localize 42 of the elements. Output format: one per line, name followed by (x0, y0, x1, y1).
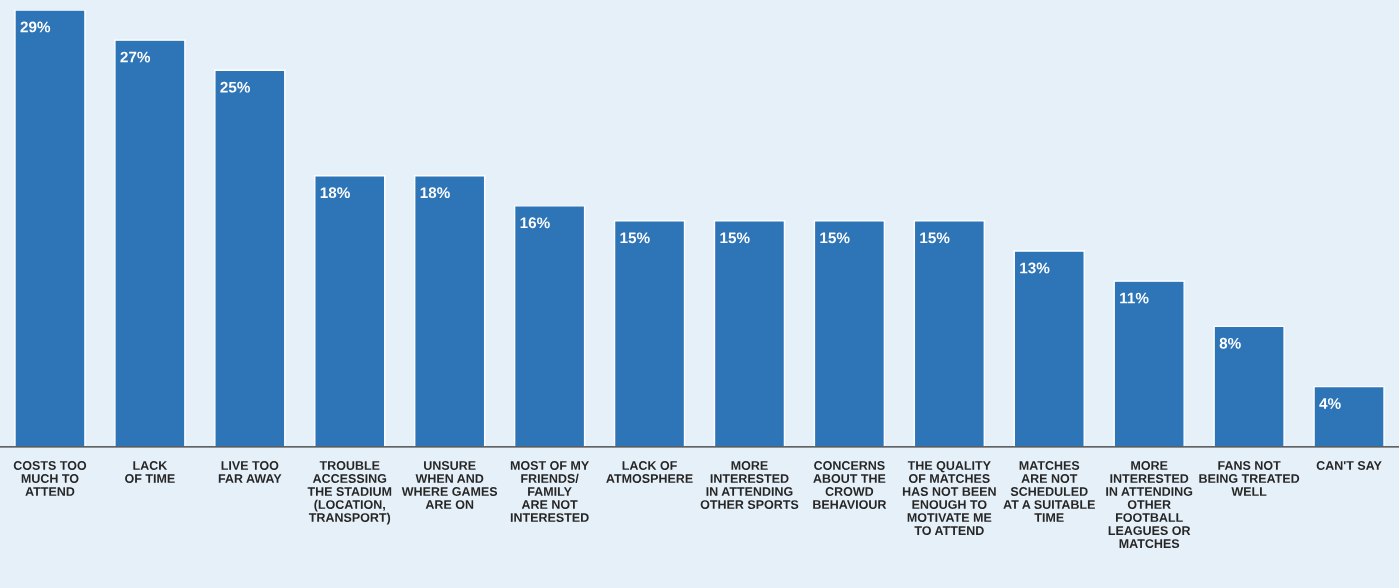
data-label: 15% (720, 232, 750, 244)
bar (1113, 280, 1185, 447)
x-tick-label: FANS NOT BEING TREATED WELL (1199, 461, 1300, 496)
x-tick-label: LACK OF TIME (125, 461, 175, 483)
x-tick-label: UNSURE WHEN AND WHERE GAMES ARE ON (401, 461, 498, 509)
x-tick-label: MORE INTERESTED IN ATTENDING OTHER SPORTS (700, 461, 799, 509)
data-label: 11% (1120, 292, 1149, 304)
data-label: 15% (920, 232, 950, 244)
x-tick-label: LACK OF ATMOSPHERE (606, 461, 693, 483)
data-label: 15% (820, 232, 850, 244)
bar (114, 39, 186, 447)
x-tick-label: THE QUALITY OF MATCHES HAS NOT BEEN ENOUGH TO MOTIVATE ME TO ATTEND (902, 461, 996, 536)
data-label: 16% (520, 217, 550, 229)
x-tick-label: MOST OF MY FRIENDS/ FAMILY ARE NOT INTERESTED (510, 461, 589, 522)
data-label: 15% (620, 232, 650, 244)
data-label: 13% (1020, 262, 1050, 274)
bar (613, 220, 686, 447)
bar (314, 175, 386, 447)
bar (1213, 325, 1285, 447)
data-label: 18% (420, 187, 450, 199)
bar (713, 220, 786, 447)
bar (913, 220, 985, 447)
bar (813, 220, 886, 447)
x-tick-label: CAN'T SAY (1316, 461, 1382, 470)
x-tick-label: CONCERNS ABOUT THE CROWD BEHAVIOUR (813, 461, 887, 509)
data-label: 27% (120, 51, 151, 63)
data-label: 25% (220, 81, 251, 93)
bar (214, 69, 286, 447)
bar (14, 10, 86, 447)
bar (1313, 385, 1385, 447)
data-label: 4% (1319, 398, 1341, 409)
x-tick-label: MORE INTERESTED IN ATTENDING OTHER FOOTBALL LEAGUES OR MATCHES (1106, 461, 1193, 549)
x-tick-label: TROUBLE ACCESSING THE STADIUM (LOCATION, TRANSPORT) (307, 461, 392, 525)
data-label: 18% (320, 187, 350, 199)
data-label: 8% (1219, 337, 1241, 349)
x-tick-label: COSTS TOO MUCH TO ATTEND (13, 461, 87, 496)
data-label: 29% (20, 21, 51, 33)
bar (414, 175, 486, 447)
x-tick-label: MATCHES ARE NOT SCHEDULED AT A SUITABLE TIME (1003, 461, 1095, 522)
x-tick-label: LIVE TOO FAR AWAY (218, 461, 282, 483)
bar (1013, 250, 1085, 447)
bar (513, 205, 586, 447)
